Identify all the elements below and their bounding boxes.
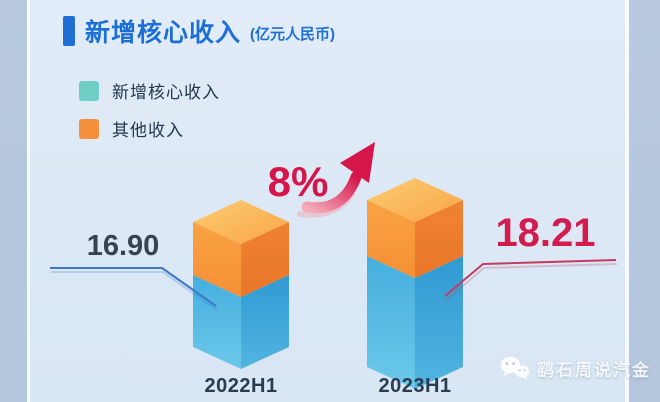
legend-item-other: 其他收入 xyxy=(79,116,220,141)
bar-2022-other-left-face xyxy=(193,222,241,297)
right-gutter xyxy=(629,0,660,402)
bar-2023-core-right-face xyxy=(415,256,463,389)
callout-2023-shadow xyxy=(445,263,618,301)
bar-2023-other-left-face xyxy=(367,200,415,278)
bar-2023-other-right-face xyxy=(415,200,463,278)
right-gutter-divider xyxy=(625,0,629,402)
title-accent-bar xyxy=(63,16,75,46)
chart-title-unit: (亿元人民币) xyxy=(250,26,336,43)
bar-2023h1 xyxy=(367,178,463,389)
growth-percent-label: 8% xyxy=(267,158,329,205)
growth-arrow-body xyxy=(301,171,362,214)
growth-arrow-icon xyxy=(297,142,375,218)
callout-line-2022 xyxy=(50,267,217,307)
bar-2022-core-right-face xyxy=(241,275,289,369)
legend-item-core: 新增核心收入 xyxy=(79,78,220,103)
legend-swatch-other xyxy=(79,118,99,139)
bar-2023-core-left-face xyxy=(367,256,415,389)
callout-2022-shadow xyxy=(51,271,218,311)
category-label-2022h1: 2022H1 xyxy=(204,375,278,397)
legend: 新增核心收入 其他收入 xyxy=(79,78,220,154)
watermark: 鹞石周说汽金 xyxy=(500,355,651,381)
chart-title-row: 新增核心收入 (亿元人民币) xyxy=(63,13,335,49)
legend-label-other: 其他收入 xyxy=(112,121,184,140)
bar-2023-top-face xyxy=(367,178,463,222)
bar-2022-other-right-face xyxy=(241,222,289,297)
value-label-2022: 16.90 xyxy=(86,230,160,262)
chart-title: 新增核心收入 xyxy=(85,19,242,47)
wechat-icon xyxy=(500,356,530,380)
callout-line-2023 xyxy=(444,259,617,297)
legend-swatch-core xyxy=(79,80,99,101)
bar-2022-top-face xyxy=(193,200,289,244)
left-gutter-divider xyxy=(27,0,30,402)
category-label-2023h1: 2023H1 xyxy=(378,375,452,397)
legend-label-core: 新增核心收入 xyxy=(112,83,220,102)
left-gutter xyxy=(0,0,27,402)
growth-arrow-head xyxy=(340,142,375,183)
bar-2022h1 xyxy=(193,200,289,369)
value-label-2023: 18.21 xyxy=(495,211,596,255)
watermark-text: 鹞石周说汽金 xyxy=(537,360,651,380)
